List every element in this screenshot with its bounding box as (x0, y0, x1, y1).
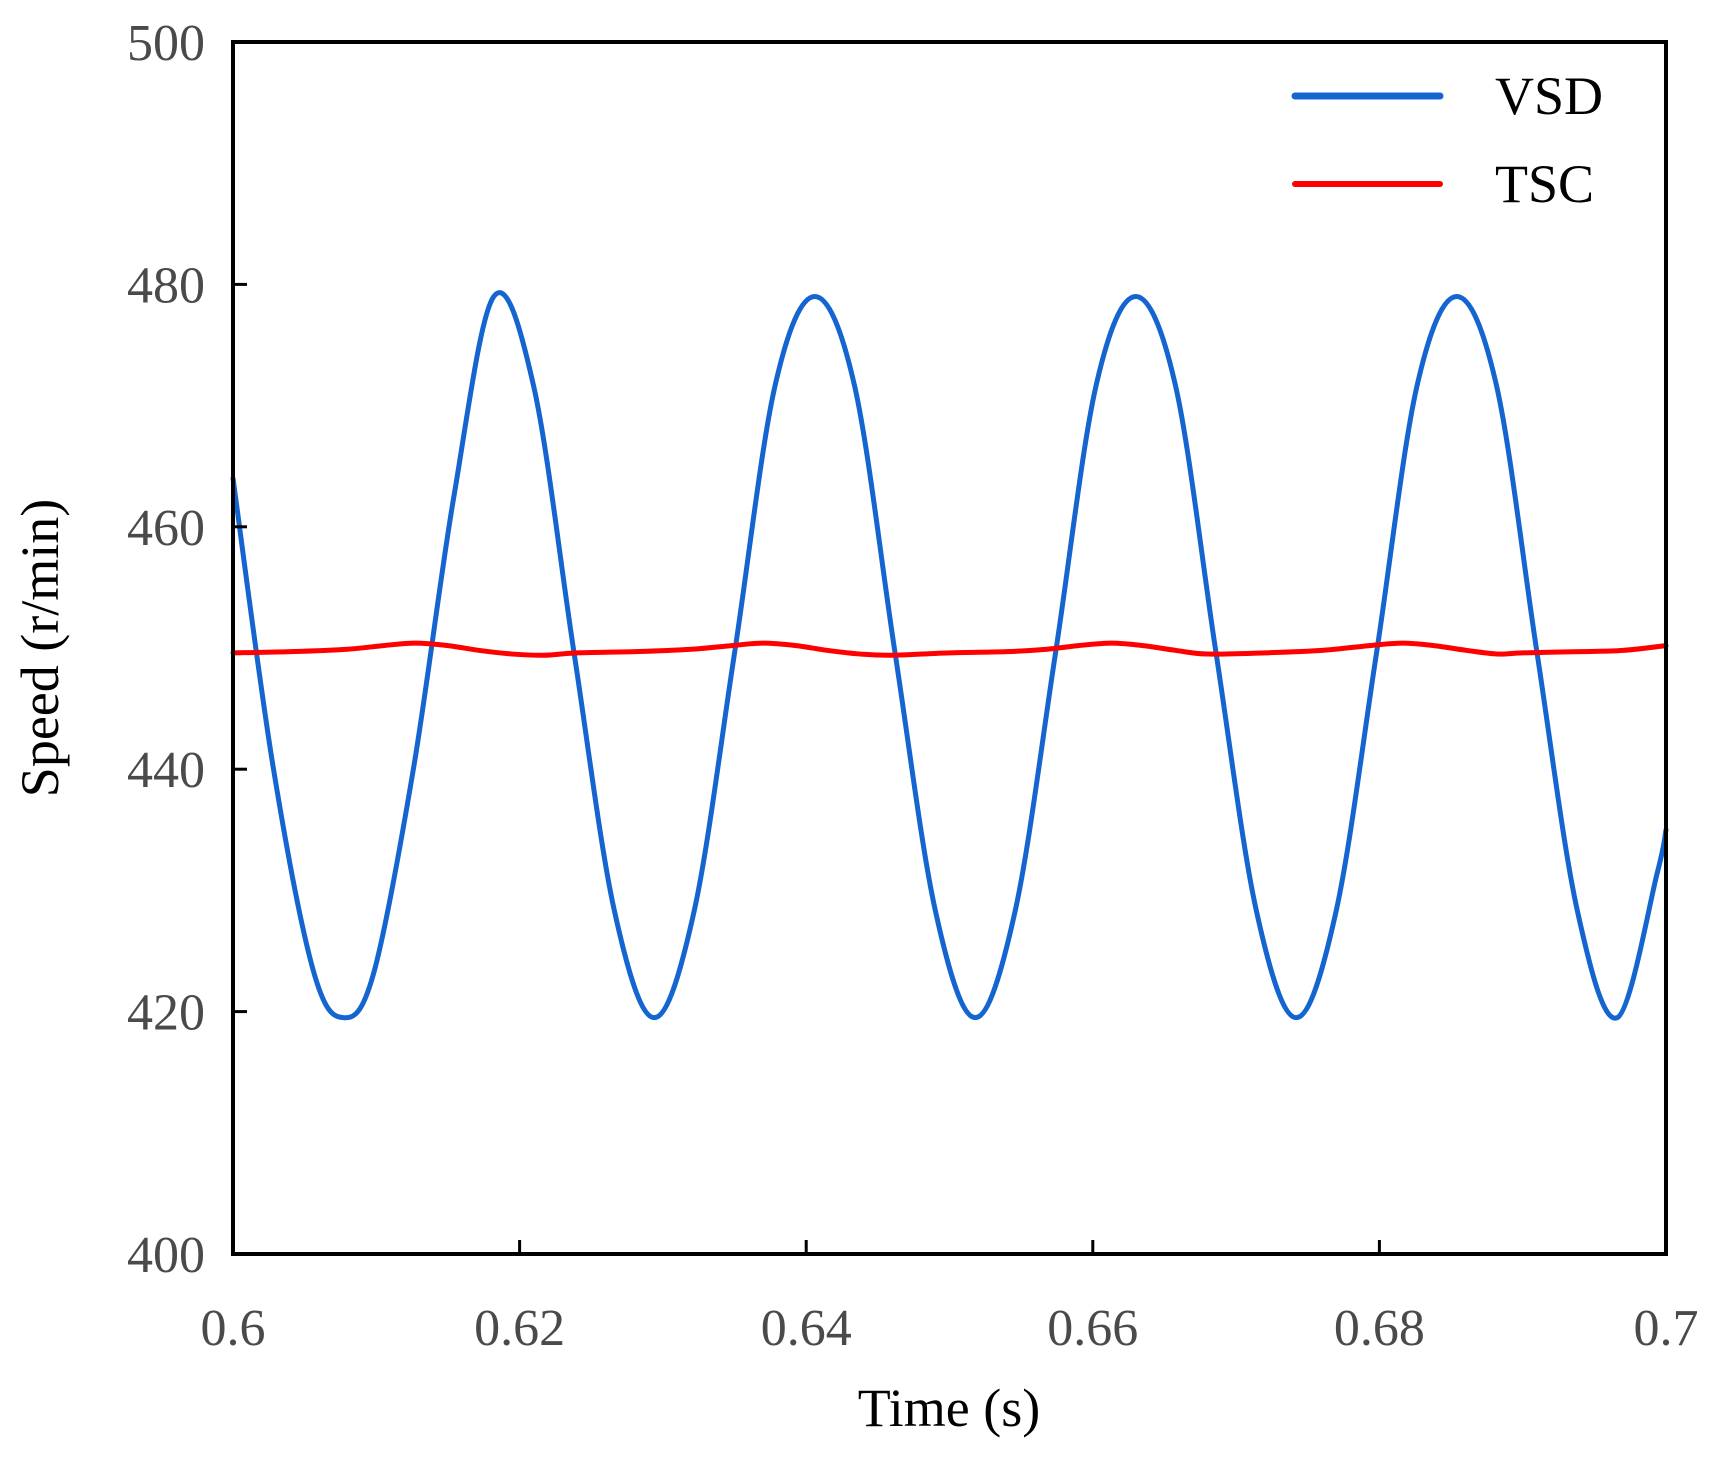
y-tick-label: 400 (127, 1227, 205, 1284)
x-tick-label: 0.62 (474, 1300, 565, 1357)
tick-layer: 0.6 0.62 0.64 0.66 0.68 0.7 400 420 440 460 480 500 (127, 15, 1699, 1357)
series-line-tsc (230, 640, 1669, 658)
x-tick-label: 0.66 (1047, 1300, 1138, 1357)
x-tick-label: 0.6 (201, 1300, 266, 1357)
legend: VSD TSC (1291, 66, 1603, 214)
x-axis-label: Time (s) (858, 1378, 1041, 1438)
y-tick-label: 500 (127, 15, 205, 72)
y-tick-label: 440 (127, 742, 205, 799)
x-tick-label: 0.64 (761, 1300, 852, 1357)
series-layer (230, 290, 1669, 1021)
series-line-vsd (230, 290, 1669, 1021)
legend-label-tsc: TSC (1495, 154, 1594, 214)
x-tick-label: 0.68 (1334, 1300, 1425, 1357)
plot-frame (231, 40, 1668, 1256)
x-tick-label: 0.7 (1634, 1300, 1699, 1357)
legend-label-vsd: VSD (1495, 66, 1603, 126)
y-tick-label: 480 (127, 257, 205, 314)
y-tick-label: 420 (127, 985, 205, 1042)
y-axis-label: Speed (r/min) (10, 499, 70, 797)
y-tick-label: 460 (127, 500, 205, 557)
